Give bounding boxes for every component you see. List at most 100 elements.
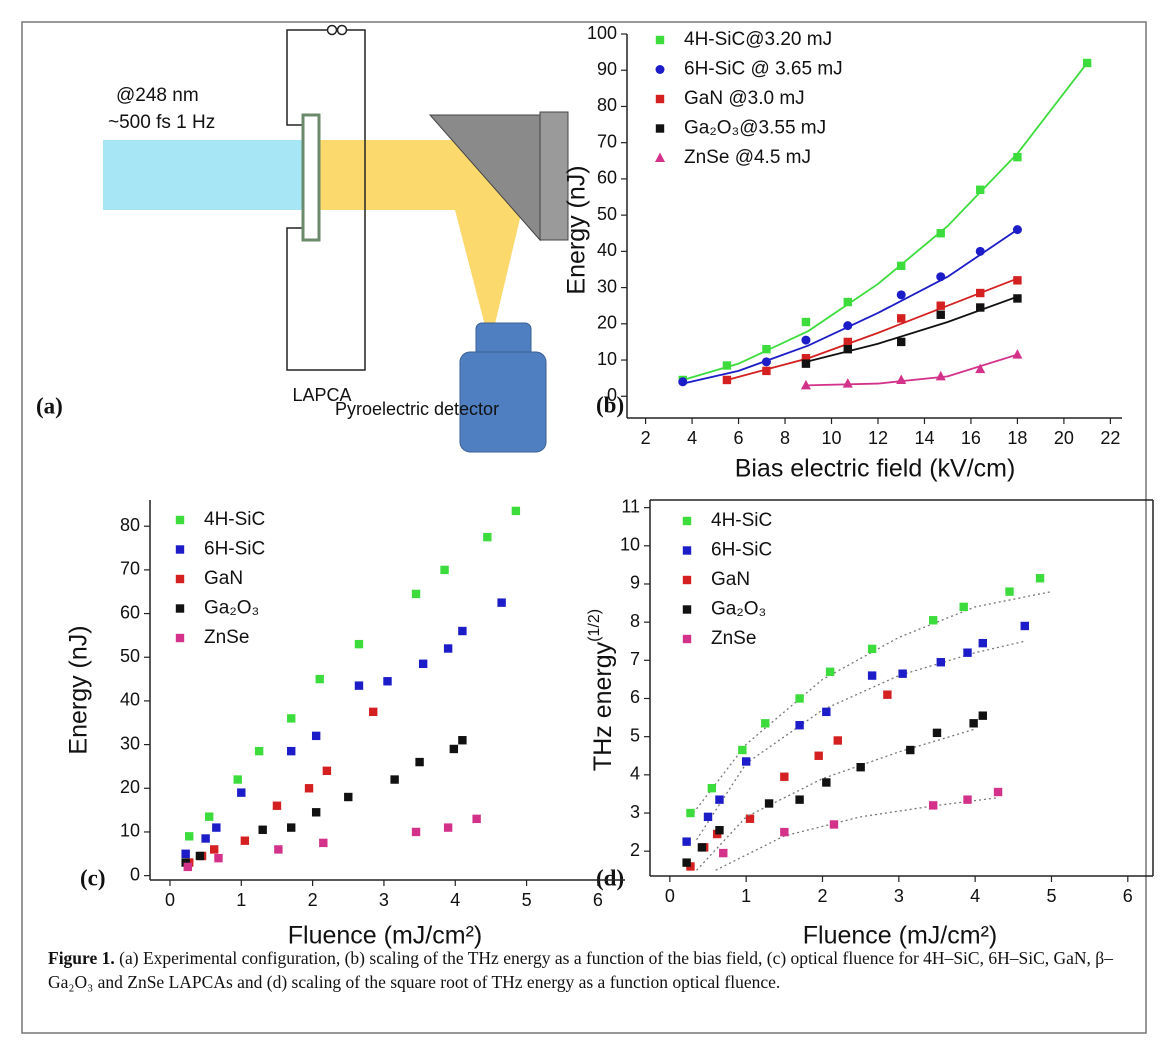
legend-marker (655, 35, 665, 45)
caption: Figure 1. (a) Experimental configuration… (48, 946, 1123, 994)
y-tick-label: 4 (630, 764, 640, 784)
y-tick-label: 90 (597, 59, 617, 79)
point (258, 825, 267, 834)
chart: 0 1 2 3 4 5 6 2 3 4 5 6 7 8 9 10 11 4H-SiC 6H-SiC GaN Ga₂O₃ Z… (620, 496, 1154, 906)
point (975, 363, 986, 374)
y-tick-label: 60 (120, 602, 140, 622)
legend-marker (682, 546, 692, 555)
y-tick-label: 0 (130, 864, 140, 884)
point (678, 377, 688, 387)
legend-label: ZnSe (204, 627, 249, 648)
x-tick-label: 0 (165, 890, 175, 910)
point (928, 616, 938, 625)
point (801, 354, 811, 363)
pulse-label: ~500 fs 1 Hz (108, 112, 215, 133)
point (311, 731, 321, 741)
legend-label: Ga₂O₃ (711, 599, 766, 620)
legend-marker (655, 124, 665, 133)
point (1035, 574, 1045, 583)
point (443, 823, 453, 832)
point (315, 674, 324, 684)
legend-marker (682, 575, 692, 585)
point (883, 690, 892, 699)
point (897, 337, 906, 347)
detector-body (459, 351, 547, 453)
y-tick-label: 50 (120, 646, 140, 666)
legend-marker (682, 634, 692, 644)
y-tick-label: 11 (621, 496, 640, 516)
caption-label: Figure 1. (48, 948, 115, 968)
legend-label: GaN (204, 568, 243, 589)
point (801, 359, 811, 368)
point (201, 834, 210, 843)
point (993, 787, 1003, 797)
point (856, 763, 865, 772)
legend-marker (655, 94, 665, 104)
wavelength-label: @248 nm (116, 85, 199, 106)
point (722, 361, 732, 370)
y-tick-label: 80 (120, 515, 140, 535)
point (959, 602, 968, 612)
point (181, 858, 190, 867)
x-axis-label: Fluence (mJ/cm²) (803, 922, 997, 950)
point (897, 314, 906, 323)
point (214, 853, 223, 863)
fit-line (726, 277, 1018, 381)
point (287, 746, 296, 756)
y-tick-label: 6 (630, 687, 640, 707)
point (287, 714, 296, 723)
point (932, 728, 942, 738)
point (976, 288, 985, 298)
point (274, 845, 283, 854)
point (936, 272, 946, 282)
x-tick-label: 0 (665, 886, 675, 906)
point (204, 812, 214, 821)
antenna-label: LAPCA (292, 385, 351, 405)
caption-text: (a) Experimental configuration, (b) scal… (48, 948, 1113, 992)
point (443, 644, 453, 653)
point (682, 858, 691, 867)
point (1020, 621, 1029, 631)
y-tick-label: 2 (630, 840, 640, 860)
point (867, 644, 877, 654)
legend-marker (682, 516, 692, 526)
legend-marker (175, 515, 185, 525)
x-tick-label: 4 (970, 886, 980, 906)
panel-label: (a) (36, 393, 63, 418)
point (411, 827, 421, 837)
point (976, 303, 985, 312)
y-tick-label: 100 (587, 23, 617, 43)
point (209, 845, 219, 854)
y-tick-label: 50 (597, 204, 617, 224)
legend-marker (175, 604, 185, 613)
y-tick-label: 70 (597, 131, 617, 151)
legend-label: 6H-SiC (204, 539, 265, 560)
point (369, 707, 378, 717)
legend-label: 4H-SiC@3.20 mJ (684, 29, 832, 50)
x-axis-label: Fluence (mJ/cm²) (288, 922, 482, 950)
point (897, 261, 906, 271)
point (686, 808, 695, 818)
point (722, 375, 732, 385)
panel-label: (b) (596, 392, 624, 417)
point (254, 746, 264, 756)
point (762, 366, 771, 376)
point (842, 378, 853, 388)
y-tick-label: 20 (120, 777, 140, 797)
point (449, 744, 459, 754)
point (707, 784, 717, 793)
point (272, 801, 282, 810)
legend-label: 6H-SiC @ 3.65 mJ (684, 59, 843, 80)
legend-label: 4H-SiC (204, 509, 265, 530)
y-axis-label-main: THz energy (589, 641, 617, 771)
point (936, 229, 945, 238)
fit-line (715, 797, 999, 871)
focused-beam (455, 210, 522, 345)
antenna (301, 113, 321, 242)
legend-marker (682, 605, 692, 614)
point (761, 719, 770, 728)
point (898, 669, 907, 678)
y-tick-label: 3 (630, 802, 640, 822)
